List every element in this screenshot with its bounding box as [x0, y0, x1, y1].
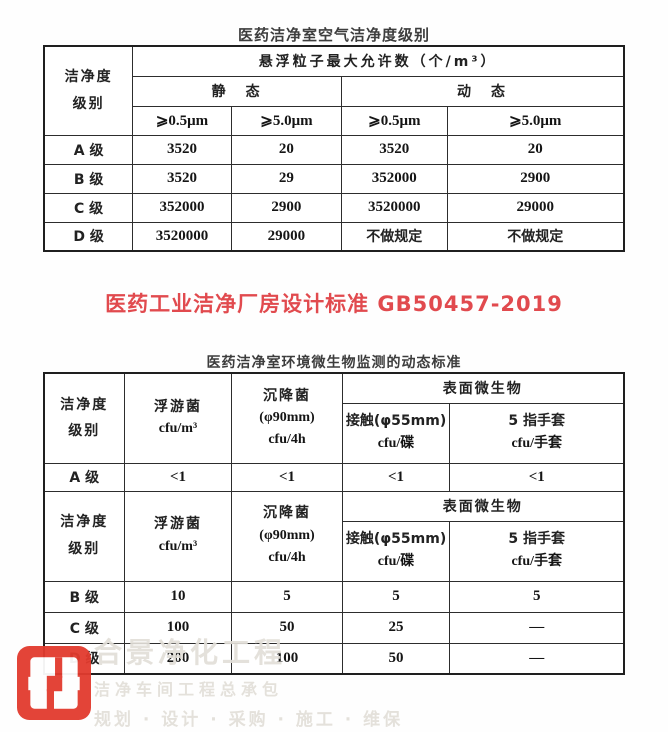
table-row: A 级 <1 <1 <1 <1: [43, 462, 625, 492]
value-cell: —: [449, 642, 625, 675]
table-header-row: 静 态 动 态: [44, 75, 625, 107]
value-cell: 352000: [132, 192, 232, 223]
size-header-cell: ⩾5.0μm: [446, 105, 625, 136]
brand-tagline: 洁净车间工程总承包: [94, 679, 284, 699]
value-cell: 2900: [230, 192, 343, 223]
value-cell: 3520: [341, 134, 448, 165]
microbial-monitoring-title: 医药洁净室环境微生物监测的动态标准: [206, 355, 462, 371]
value-cell: 20: [446, 134, 625, 165]
size-header-cell: ⩾5.0μm: [230, 105, 343, 136]
value-cell: 20: [230, 134, 343, 165]
value-cell: 3520: [132, 163, 232, 194]
level-cell: C 级: [43, 192, 134, 223]
value-cell: 不做规定: [446, 221, 625, 252]
table-header-row: 洁净度 级别 浮游菌 cfu/m³ 沉降菌 (φ90mm) cfu/4h 表面微…: [43, 372, 625, 464]
airborne-header-cell: 浮游菌 cfu/m³: [123, 372, 233, 464]
level-cell: C 级: [43, 611, 125, 644]
level-cell: B 级: [43, 580, 125, 613]
glove-header-cell: 5 指手套 cfu/手套: [449, 520, 625, 582]
table-header-row: 洁净度 级别 悬浮粒子最大允许数（个/m³）: [43, 45, 625, 136]
value-cell: 50: [341, 642, 451, 675]
table-row: B 级 3520 29 352000 2900: [43, 163, 625, 194]
level-cell: B 级: [43, 163, 134, 194]
table-row: C 级 352000 2900 3520000 29000: [43, 192, 625, 223]
value-cell: 5: [341, 580, 451, 613]
table-header-row: ⩾0.5μm ⩾5.0μm ⩾0.5μm ⩾5.0μm: [44, 105, 625, 136]
level-cell: D 级: [43, 642, 125, 675]
value-cell: 3520000: [341, 192, 448, 223]
value-cell: <1: [123, 462, 233, 492]
surface-group-header-cell: 表面微生物: [341, 490, 625, 522]
value-cell: 5: [231, 580, 343, 613]
glove-header-cell: 5 指手套 cfu/手套: [449, 402, 625, 464]
table-row: D 级 200 100 50 —: [43, 642, 625, 675]
level-cell: D 级: [43, 221, 134, 252]
value-cell: <1: [449, 462, 625, 492]
contact-header-cell: 接触(φ55mm) cfu/碟: [341, 402, 451, 464]
contact-header-cell: 接触(φ55mm) cfu/碟: [341, 520, 451, 582]
airborne-header-cell: 浮游菌 cfu/m³: [123, 490, 233, 582]
table-header-row: 接触(φ55mm) cfu/碟 5 指手套 cfu/手套: [44, 402, 625, 464]
particles-header-cell: 悬浮粒子最大允许数（个/m³）: [132, 45, 625, 77]
value-cell: 100: [231, 642, 343, 675]
standard-reference-note: 医药工业洁净厂房设计标准 GB50457-2019: [105, 292, 563, 316]
table-header-row: 接触(φ55mm) cfu/碟 5 指手套 cfu/手套: [44, 520, 625, 582]
table-row: B 级 10 5 5 5: [43, 580, 625, 613]
value-cell: 29: [230, 163, 343, 194]
value-cell: 25: [341, 611, 451, 644]
value-cell: <1: [231, 462, 343, 492]
settle-header-cell: 沉降菌 (φ90mm) cfu/4h: [231, 372, 343, 464]
corner-header-cell: 洁净度 级别: [43, 490, 125, 582]
size-header-cell: ⩾0.5μm: [132, 105, 232, 136]
value-cell: 10: [123, 580, 233, 613]
table-row: C 级 100 50 25 —: [43, 611, 625, 644]
value-cell: <1: [341, 462, 451, 492]
value-cell: 不做规定: [341, 221, 448, 252]
air-cleanliness-title: 医药洁净室空气洁净度级别: [237, 26, 430, 44]
value-cell: —: [449, 611, 625, 644]
value-cell: 100: [123, 611, 233, 644]
value-cell: 352000: [341, 163, 448, 194]
value-cell: 3520: [132, 134, 232, 165]
corner-header-line1: 洁净度: [64, 69, 113, 86]
level-cell: A 级: [43, 462, 125, 492]
value-cell: 3520000: [132, 221, 232, 252]
value-cell: 2900: [446, 163, 625, 194]
value-cell: 29000: [230, 221, 343, 252]
corner-header-line2: 级别: [72, 95, 105, 112]
level-cell: A 级: [43, 134, 134, 165]
microbial-monitoring-table: 洁净度 级别 浮游菌 cfu/m³ 沉降菌 (φ90mm) cfu/4h 表面微…: [43, 372, 625, 675]
corner-header-cell: 洁净度 级别: [43, 372, 125, 464]
table-header-row: 洁净度 级别 浮游菌 cfu/m³ 沉降菌 (φ90mm) cfu/4h 表面微…: [43, 490, 625, 582]
value-cell: 200: [123, 642, 233, 675]
size-header-cell: ⩾0.5μm: [341, 105, 448, 136]
corner-header-line1: 洁净度: [60, 396, 109, 413]
value-cell: 50: [231, 611, 343, 644]
value-cell: 29000: [446, 192, 625, 223]
table-row: A 级 3520 20 3520 20: [43, 134, 625, 165]
air-cleanliness-table: 洁净度 级别 悬浮粒子最大允许数（个/m³） 静 态 动 态 ⩾0.5μm ⩾5…: [43, 45, 625, 252]
settle-header-cell: 沉降菌 (φ90mm) cfu/4h: [231, 490, 343, 582]
surface-group-header-cell: 表面微生物: [341, 372, 625, 404]
corner-header-cell: 洁净度 级别: [43, 45, 134, 136]
dynamic-header-cell: 动 态: [341, 75, 625, 107]
brand-services: 规划 · 设计 · 采购 · 施工 · 维保: [94, 709, 404, 730]
table-row: D 级 3520000 29000 不做规定 不做规定: [43, 221, 625, 252]
static-header-cell: 静 态: [132, 75, 343, 107]
value-cell: 5: [449, 580, 625, 613]
corner-header-line2: 级别: [68, 423, 101, 440]
